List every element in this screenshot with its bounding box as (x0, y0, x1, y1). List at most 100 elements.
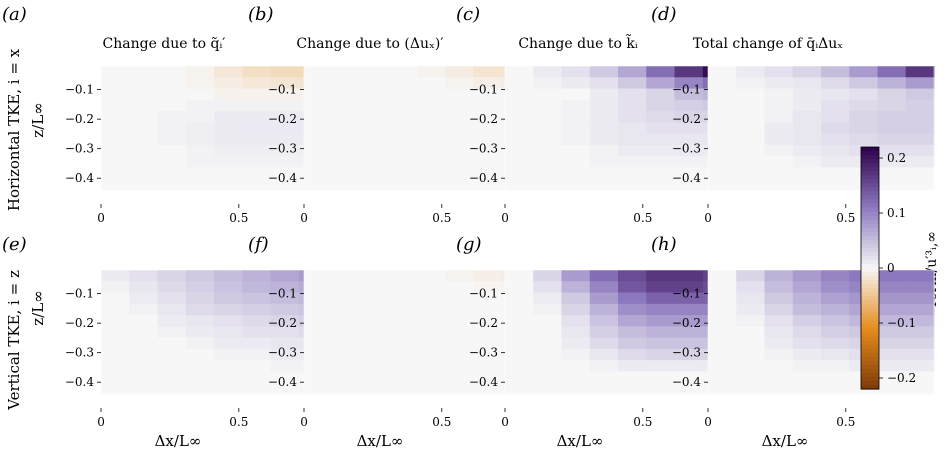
heatmap-cell (736, 133, 766, 146)
heatmap-cell (157, 303, 187, 316)
xlabel-2: Δx/L∞ (357, 432, 404, 450)
heatmap-cell (101, 281, 130, 294)
heatmap-cell (505, 77, 534, 90)
heatmap-panel: −0.1 −0.2 −0.3 −0.4 0 0.5 (469, 269, 732, 429)
heatmap-cell (821, 77, 850, 90)
heatmap-cell (417, 167, 446, 180)
heatmap-cell (101, 156, 130, 169)
heatmap-cell (792, 315, 822, 327)
row-label-horizontal: Horizontal TKE, i = x (5, 48, 23, 211)
heatmap-cell (589, 270, 619, 282)
heatmap-cell (214, 281, 243, 294)
heatmap-cell (304, 178, 333, 191)
heatmap-cell (185, 348, 215, 361)
heatmap-cell (736, 99, 766, 112)
heatmap-cell (242, 326, 272, 339)
heatmap-cell (473, 99, 503, 112)
heatmap-cell (270, 77, 300, 90)
heatmap-cell (792, 88, 822, 101)
heatmap-cell (736, 122, 766, 135)
heatmap-cell (185, 111, 215, 123)
heatmap-cell (242, 122, 272, 135)
colorbar-tick-label: 0.1 (887, 206, 906, 220)
heatmap-cell (821, 281, 850, 294)
heatmap-cell (101, 315, 130, 327)
heatmap-cell (242, 77, 272, 90)
heatmap-cell (473, 371, 503, 384)
heatmap-cell (473, 167, 503, 180)
ylabel-top: z/L∞ (29, 102, 47, 137)
heatmap-cell (242, 270, 272, 282)
heatmap-cell (708, 167, 737, 180)
heatmap-cell (473, 88, 503, 101)
colorbar-segment (861, 296, 879, 301)
heatmap-cell (821, 292, 850, 305)
heatmap-cell (332, 326, 362, 339)
heatmap-cell (185, 122, 215, 135)
heatmap-cell (505, 111, 534, 123)
heatmap-cell (473, 281, 503, 294)
heatmap-cell (736, 77, 766, 90)
y-tick-label: −0.1 (469, 287, 498, 301)
heatmap-cell (561, 292, 591, 305)
heatmap-cell (332, 133, 362, 146)
heatmap-cell (646, 315, 676, 327)
colorbar-segment (861, 171, 879, 176)
heatmap-cell (736, 66, 766, 78)
heatmap-cell (214, 111, 243, 123)
heatmap-cell (905, 360, 935, 373)
heatmap-cell (270, 99, 300, 112)
heatmap-cell (360, 315, 390, 327)
heatmap-cell (417, 270, 446, 282)
colorbar-segment (861, 332, 879, 338)
heatmap-cell (185, 326, 215, 339)
heatmap-cell (332, 156, 362, 169)
heatmap-cell (618, 156, 647, 169)
heatmap-cell (674, 303, 704, 316)
heatmap-cell (533, 371, 563, 384)
heatmap-cell (646, 122, 676, 135)
colorbar-segment (861, 207, 879, 213)
heatmap-cell (388, 270, 418, 282)
heatmap-cell (849, 122, 879, 135)
heatmap-cell (360, 270, 390, 282)
heatmap-cell (332, 167, 362, 180)
heatmap-cell (304, 292, 333, 305)
heatmap-cell (674, 77, 704, 90)
heatmap-cell (473, 111, 503, 123)
heatmap-cell (214, 348, 243, 361)
heatmap-cell (360, 281, 390, 294)
panel-label-e: (e) (2, 234, 27, 255)
heatmap-cell (129, 144, 159, 157)
heatmap-cell (674, 122, 704, 135)
heatmap-cell (445, 144, 475, 157)
heatmap-cell (214, 88, 243, 101)
heatmap-cell (618, 133, 647, 146)
heatmap-cell (505, 270, 534, 282)
heatmap-cell (417, 133, 446, 146)
heatmap-cell (388, 348, 418, 361)
heatmap-cell (618, 326, 647, 339)
heatmap-cell (905, 167, 935, 180)
y-tick-label: −0.1 (268, 287, 297, 301)
heatmap-cell (618, 167, 647, 180)
heatmap-cell (877, 315, 907, 327)
heatmap-cell (792, 292, 822, 305)
panel-title-c: Change due to k̃ᵢ (518, 33, 637, 52)
xlabel-3: Δx/L∞ (557, 432, 604, 450)
heatmap-cell (674, 66, 704, 78)
heatmap-cell (270, 281, 300, 294)
heatmap-cell (877, 292, 907, 305)
heatmap-cell (589, 66, 619, 78)
heatmap-cell (101, 326, 130, 339)
heatmap-cell (214, 371, 243, 384)
colorbar-segment (861, 187, 879, 192)
heatmap-cell (332, 303, 362, 316)
heatmap-cell (417, 303, 446, 316)
colorbar-segment (861, 243, 879, 249)
y-tick-label: −0.2 (268, 316, 297, 330)
x-tick-label: 0.5 (432, 211, 451, 225)
heatmap-cell (445, 348, 475, 361)
heatmap-cell (445, 382, 475, 395)
colorbar: 0.2 0.1 0 −0.1 −0.2 (860, 146, 916, 390)
